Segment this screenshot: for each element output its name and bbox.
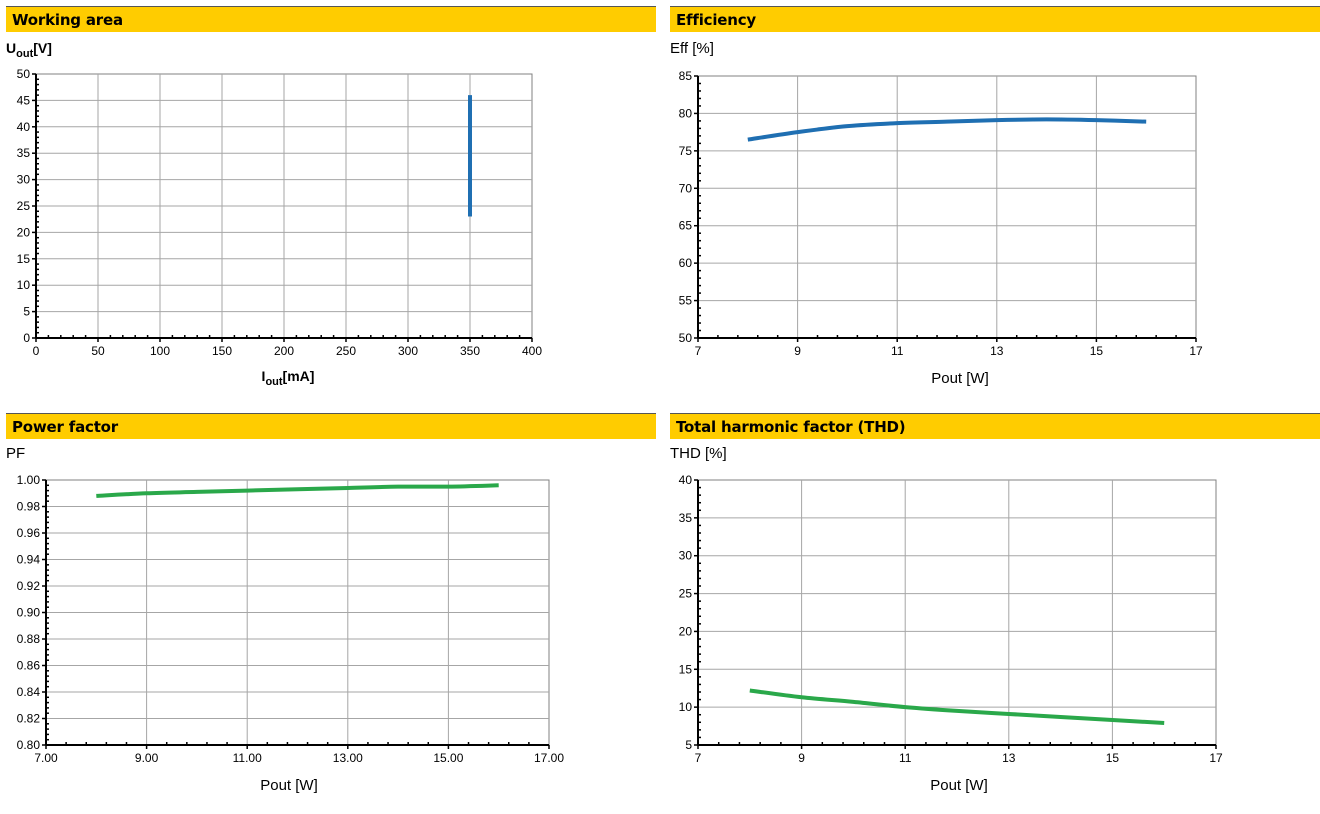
- series-line: [96, 483, 499, 498]
- y-tick-label: 5: [685, 738, 692, 752]
- y-tick-label: 0.84: [17, 685, 41, 699]
- x-tick-label: 300: [398, 344, 418, 358]
- chart-thd: 7 9 11 13 15 17 5 10 15 20 25 30 35 40 THD [%] Pout [W]: [670, 445, 1223, 794]
- chart-title: Total harmonic factor (THD): [676, 418, 906, 436]
- panel-efficiency: Efficiency 7 9 11 13 15 17 50 55 60 65 70 75 80 85 Eff…: [670, 6, 1320, 396]
- chart-power-factor: 7.00 9.00 11.00 13.00 15.00 17.00 0.80 0.82 0.84…: [6, 445, 564, 794]
- x-tick-label: 7: [695, 344, 702, 358]
- series-line: [749, 688, 1165, 726]
- panel-working-area: Working area 0 50 100 150 200 250 300 350 400 0 5 1…: [6, 6, 656, 396]
- y-tick-label: 5: [23, 305, 30, 319]
- x-tick-label: 13: [990, 344, 1004, 358]
- x-tick-label: 250: [336, 344, 356, 358]
- series-line: [747, 117, 1147, 142]
- y-tick-label: 0.90: [17, 606, 41, 620]
- y-tick-label: 75: [679, 144, 693, 158]
- chart-title: Working area: [12, 11, 123, 29]
- panel-header: Efficiency: [670, 6, 1320, 32]
- x-tick-label: 9: [794, 344, 801, 358]
- x-tick-label: 200: [274, 344, 294, 358]
- y-axis-label: Eff [%]: [670, 40, 714, 57]
- y-tick-label: 70: [679, 181, 693, 195]
- x-axis-label: Iout[mA]: [262, 368, 315, 388]
- y-tick-label: 55: [679, 294, 693, 308]
- y-tick-label: 65: [679, 219, 693, 233]
- x-axis-label: Pout [W]: [930, 777, 988, 794]
- y-tick-label: 35: [17, 146, 31, 160]
- y-tick-label: 50: [17, 67, 31, 81]
- chart-efficiency: 7 9 11 13 15 17 50 55 60 65 70 75 80 85 Eff [%] Pout [W…: [670, 40, 1203, 387]
- plot-area: [697, 75, 1197, 339]
- panel-header: Total harmonic factor (THD): [670, 413, 1320, 439]
- x-tick-label: 9: [798, 751, 805, 765]
- y-axis-label: THD [%]: [670, 445, 727, 462]
- y-tick-label: 15: [17, 252, 31, 266]
- y-tick-label: 10: [679, 700, 693, 714]
- x-tick-label: 11: [899, 751, 912, 765]
- panel-thd: Total harmonic factor (THD) 7 9 11 13 15 17 5 1…: [670, 413, 1320, 808]
- plot-area: [697, 479, 1217, 746]
- x-tick-label: 50: [91, 344, 105, 358]
- panel-header: Power factor: [6, 413, 656, 439]
- y-tick-label: 0.94: [17, 553, 41, 567]
- y-tick-label: 0.98: [17, 500, 41, 514]
- y-tick-label: 20: [679, 624, 693, 638]
- x-tick-label: 7.00: [34, 751, 58, 765]
- y-tick-label: 25: [679, 587, 693, 601]
- x-tick-label: 17: [1189, 344, 1203, 358]
- y-tick-label: 0.80: [17, 738, 41, 752]
- y-tick-label: 45: [17, 93, 31, 107]
- y-tick-label: 40: [679, 473, 693, 487]
- x-axis-label: Pout [W]: [931, 370, 989, 387]
- y-tick-label: 25: [17, 199, 31, 213]
- x-tick-label: 11: [891, 344, 904, 358]
- y-tick-label: 35: [679, 511, 693, 525]
- x-tick-label: 11.00: [233, 751, 262, 765]
- y-tick-label: 0.92: [17, 579, 41, 593]
- panel-power-factor: Power factor 7.00 9.00 11.00 13.00 15.00 17.0…: [6, 413, 656, 808]
- x-tick-label: 7: [695, 751, 702, 765]
- x-tick-label: 17.00: [534, 751, 564, 765]
- y-tick-label: 85: [679, 69, 693, 83]
- y-tick-label: 10: [17, 278, 31, 292]
- x-tick-label: 13: [1002, 751, 1016, 765]
- chart-title: Efficiency: [676, 11, 756, 29]
- x-tick-label: 15: [1090, 344, 1104, 358]
- x-tick-label: 100: [150, 344, 170, 358]
- y-tick-label: 60: [679, 256, 693, 270]
- y-tick-label: 30: [17, 173, 31, 187]
- x-tick-label: 15.00: [433, 751, 463, 765]
- x-axis-label: Pout [W]: [260, 777, 318, 794]
- y-tick-label: 15: [679, 662, 693, 676]
- y-tick-label: 0.88: [17, 632, 41, 646]
- y-tick-label: 30: [679, 549, 693, 563]
- x-tick-label: 13.00: [333, 751, 363, 765]
- y-tick-label: 0.86: [17, 659, 41, 673]
- y-tick-label: 0.96: [17, 526, 41, 540]
- y-axis-label: Uout[V]: [6, 40, 52, 60]
- x-tick-label: 400: [522, 344, 542, 358]
- x-tick-label: 0: [33, 344, 40, 358]
- chart-working-area: 0 50 100 150 200 250 300 350 400 0 5 10 15 20 25 30 35 40…: [6, 40, 542, 388]
- chart-title: Power factor: [12, 418, 118, 436]
- y-tick-label: 1.00: [17, 473, 41, 487]
- x-tick-label: 17: [1209, 751, 1223, 765]
- x-tick-label: 350: [460, 344, 480, 358]
- y-tick-label: 0.82: [17, 712, 41, 726]
- y-tick-label: 0: [23, 331, 30, 345]
- y-tick-label: 50: [679, 331, 693, 345]
- y-tick-label: 80: [679, 106, 693, 120]
- x-tick-label: 15: [1106, 751, 1120, 765]
- panel-header: Working area: [6, 6, 656, 32]
- y-axis-label: PF: [6, 445, 25, 462]
- x-tick-label: 150: [212, 344, 232, 358]
- y-tick-label: 20: [17, 225, 31, 239]
- x-tick-label: 9.00: [135, 751, 159, 765]
- y-tick-label: 40: [17, 120, 31, 134]
